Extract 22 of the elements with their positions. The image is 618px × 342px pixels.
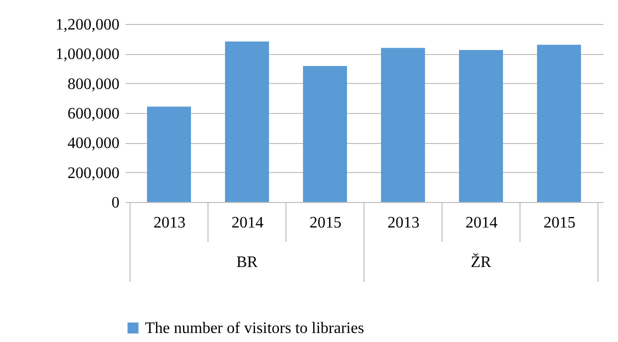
bar	[147, 106, 191, 202]
y-tick-label: 1,000,000	[56, 46, 120, 64]
y-tick-label: 600,000	[68, 106, 120, 122]
x-tick-label: 2014	[466, 214, 498, 232]
y-tick-label: 800,000	[68, 76, 120, 93]
y-tick-label: 0	[112, 194, 120, 212]
legend-label: The number of visitors to libraries	[145, 320, 364, 337]
y-tick-label: 1,200,000	[56, 16, 120, 34]
y-tick-label: 400,000	[68, 135, 120, 152]
bar	[537, 44, 581, 202]
text: ŽR	[470, 253, 492, 271]
x-tick-label: 2015	[544, 214, 576, 232]
bar	[303, 66, 347, 202]
bar	[381, 48, 425, 202]
x-tick-label: 2013	[388, 214, 420, 232]
x-tick-label: 2015	[310, 214, 342, 232]
text: BR	[236, 254, 258, 271]
x-tick-label: 2013	[154, 214, 186, 232]
bar	[225, 42, 269, 202]
y-tick-label: 200,000	[68, 164, 120, 182]
x-tick-label: 2014	[232, 214, 264, 232]
bar	[459, 50, 503, 202]
